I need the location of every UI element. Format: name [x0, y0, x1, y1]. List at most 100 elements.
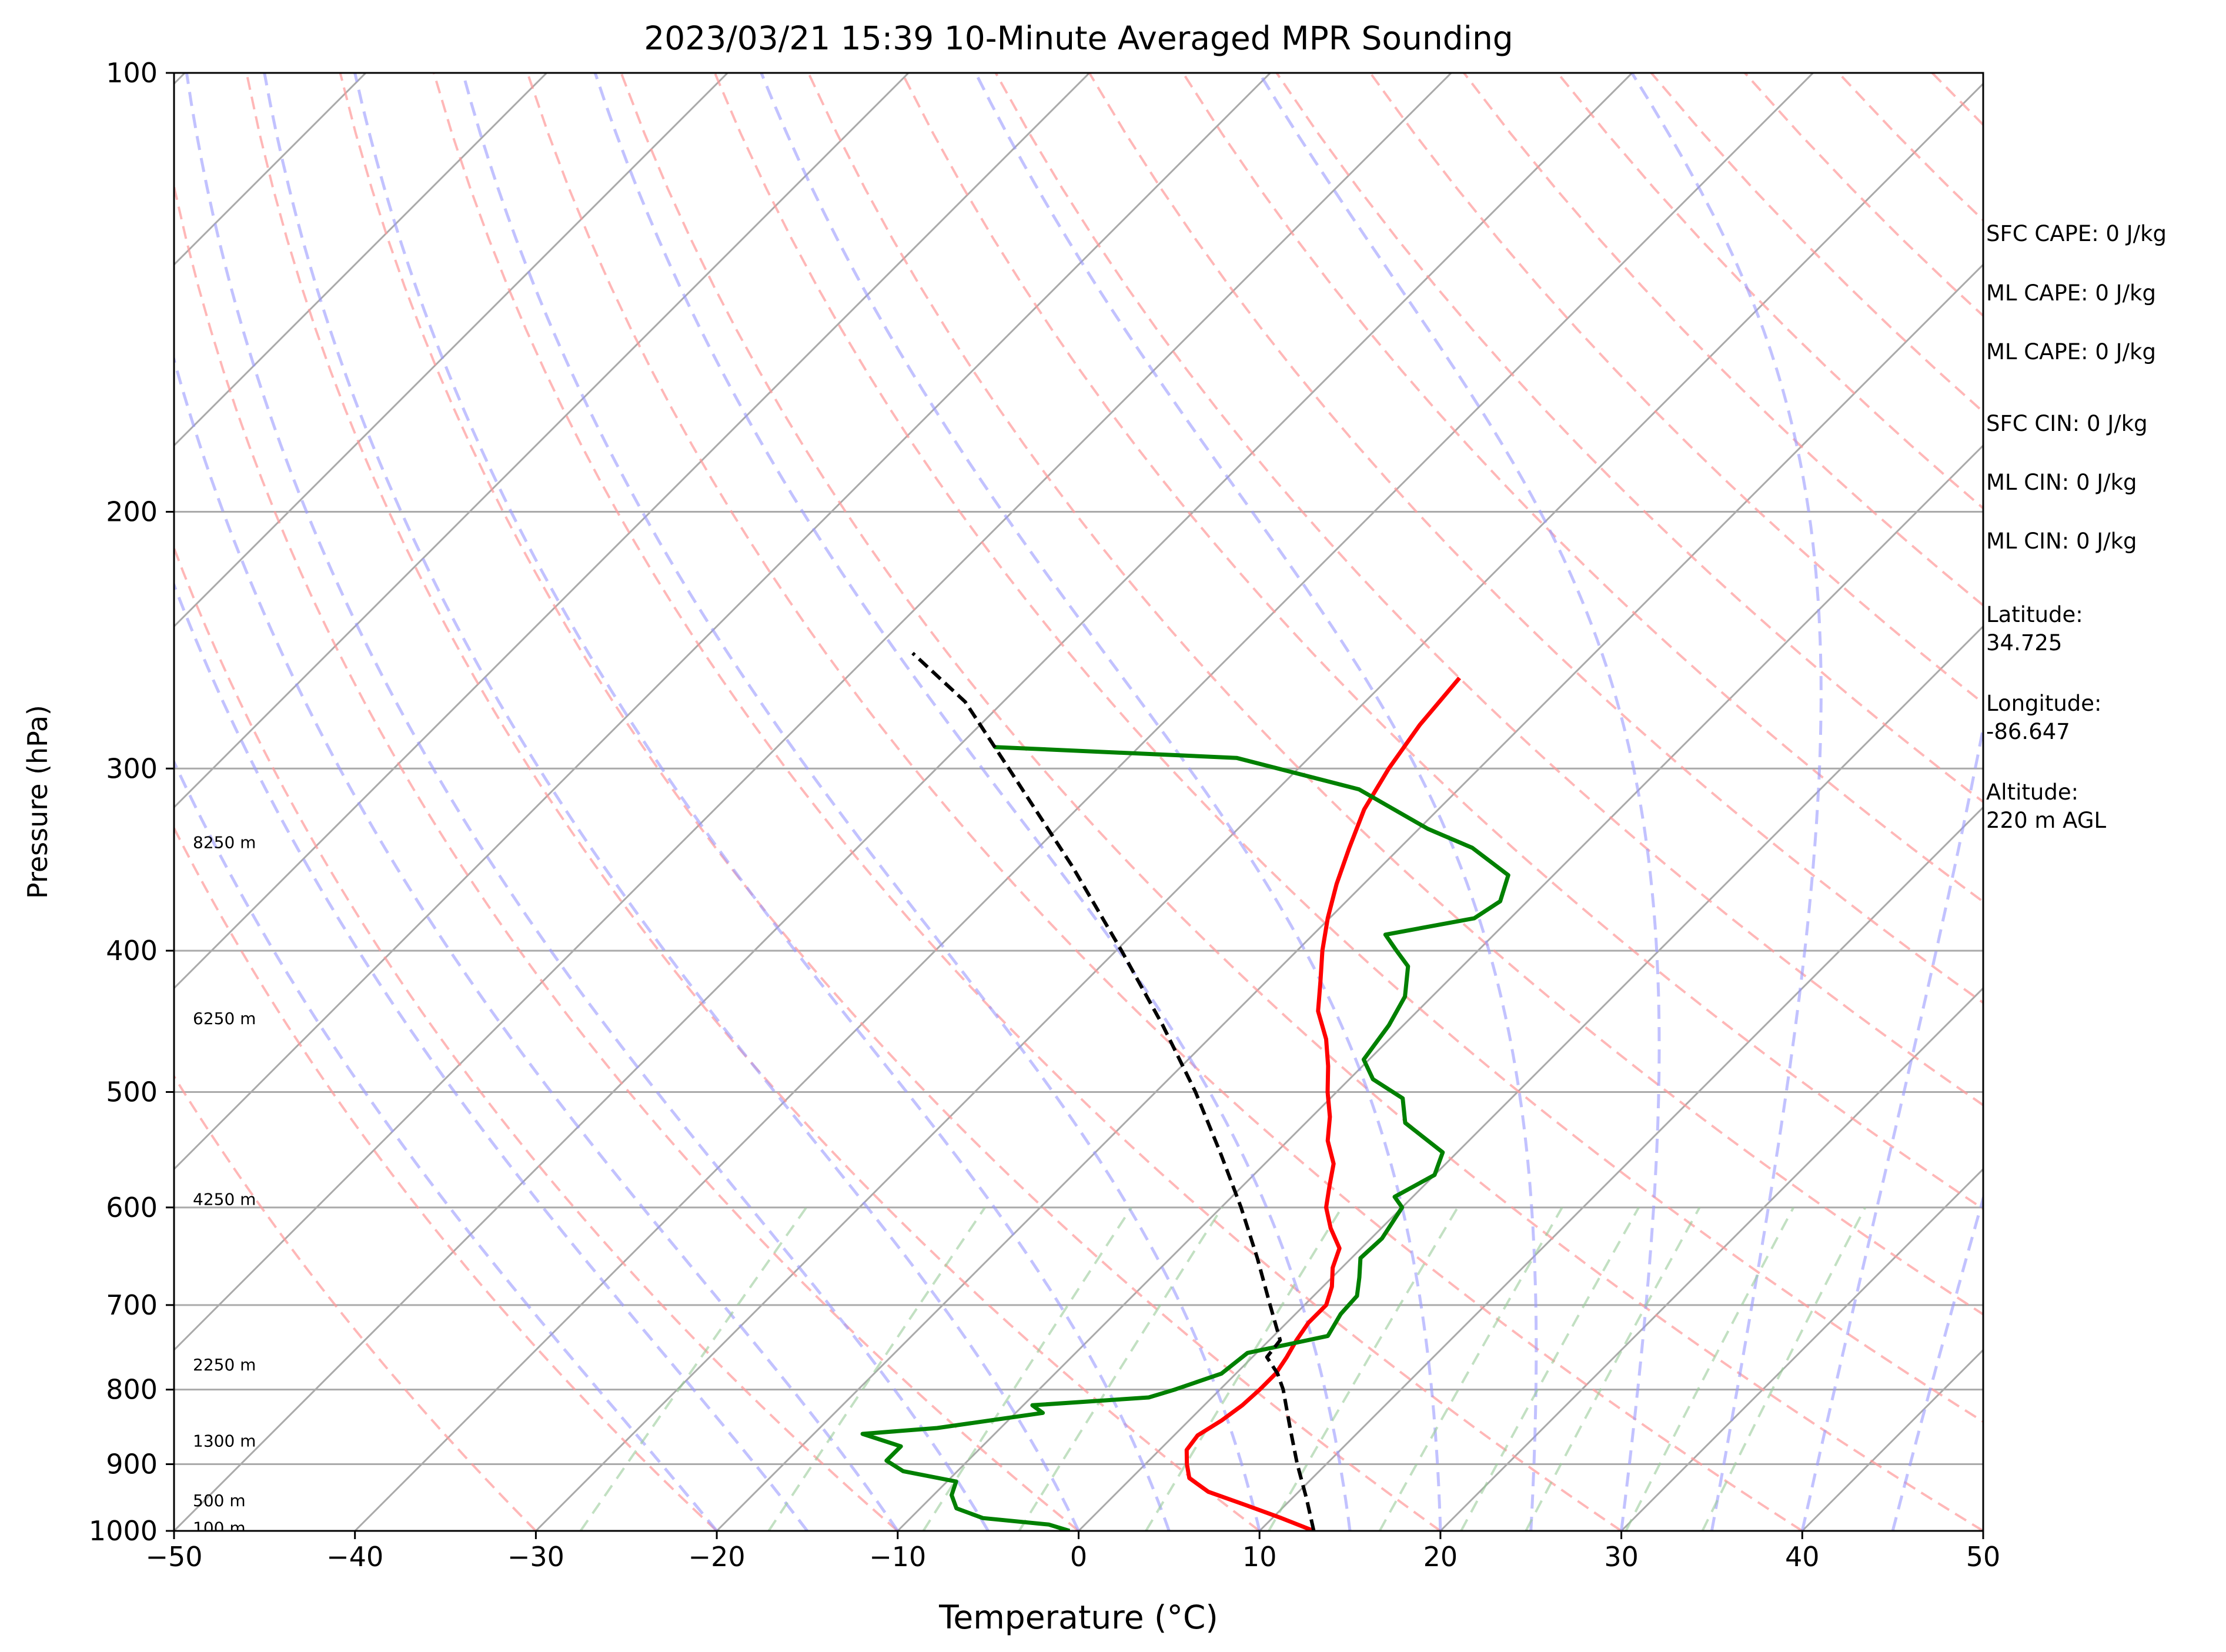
isotherm-line — [174, 73, 367, 266]
info-line: ML CAPE: 0 J/kg — [1986, 280, 2156, 306]
y-tick-label: 700 — [106, 1289, 158, 1321]
y-axis-label: Pressure (hPa) — [22, 705, 54, 899]
info-line: SFC CAPE: 0 J/kg — [1986, 221, 2167, 246]
isotherm-line — [174, 73, 910, 809]
x-tick-label: −30 — [507, 1541, 564, 1573]
y-tick-label: 200 — [106, 496, 158, 528]
moist-adiabat-line — [1258, 73, 1661, 1531]
chart-title: 2023/03/21 15:39 10-Minute Averaged MPR … — [644, 19, 1513, 57]
moist-adiabat-line — [974, 73, 1538, 1531]
dry-adiabat-line — [174, 825, 718, 1531]
x-tick-label: −20 — [688, 1541, 746, 1573]
height-label: 1300 m — [193, 1431, 256, 1450]
dry-adiabat-line — [174, 180, 1079, 1531]
x-tick-label: 20 — [1423, 1541, 1458, 1573]
moist-adiabat-line — [185, 73, 990, 1531]
info-line: ML CAPE: 0 J/kg — [1986, 339, 2156, 364]
dry-adiabat-line — [1182, 73, 1983, 904]
mixing-ratio-line — [1268, 1206, 1459, 1531]
dry-adiabat-line — [901, 73, 1983, 1210]
isotherm-line — [354, 73, 1814, 1531]
dry-adiabat-line — [713, 73, 1983, 1423]
isotherm-line — [535, 82, 1983, 1531]
isotherm-line — [716, 263, 1983, 1531]
info-line: ML CIN: 0 J/kg — [1986, 529, 2137, 554]
dry-adiabat-line — [245, 73, 1261, 1531]
y-tick-label: 600 — [106, 1192, 158, 1223]
isotherm-line — [174, 73, 1271, 1171]
y-tick-label: 100 — [106, 57, 158, 89]
x-tick-label: −10 — [869, 1541, 926, 1573]
dry-adiabat-line — [339, 73, 1442, 1531]
moist-adiabat-line — [1800, 720, 1983, 1531]
moist-adiabat-line — [353, 73, 1171, 1531]
x-tick-label: 10 — [1242, 1541, 1277, 1573]
x-tick-label: 30 — [1604, 1541, 1639, 1573]
parcel-profile-line — [911, 651, 1316, 1531]
mixing-ratio-line — [922, 1206, 1133, 1531]
height-label: 8250 m — [193, 833, 256, 852]
isotherm-line — [1620, 1168, 1983, 1531]
mixing-ratio-line — [1145, 1206, 1343, 1531]
x-tick-label: 50 — [1966, 1541, 2001, 1573]
mixing-ratio-line — [1018, 1206, 1224, 1531]
x-axis-label: Temperature (°C) — [938, 1599, 1218, 1636]
moist-adiabat-line — [593, 73, 1352, 1531]
dry-adiabat-line — [1275, 73, 1983, 804]
mixing-ratio-line — [1378, 1206, 1563, 1531]
dewpoint-profile-line — [860, 745, 1510, 1531]
isotherm-line — [174, 73, 547, 447]
moist-adiabat-line — [174, 758, 718, 1531]
info-line: ML CIN: 0 J/kg — [1986, 470, 2137, 495]
dry-adiabat-line — [620, 73, 1983, 1531]
moist-adiabat-line — [760, 73, 1442, 1531]
info-line: SFC CIN: 0 J/kg — [1986, 411, 2148, 436]
mixing-ratio-line — [1625, 1206, 1795, 1531]
height-label: 500 m — [193, 1491, 246, 1510]
isotherm-line — [1439, 986, 1983, 1531]
height-label: 6250 m — [193, 1009, 256, 1028]
height-label: 2250 m — [193, 1355, 256, 1375]
sounding-info-panel: SFC CAPE: 0 J/kg ML CAPE: 0 J/kg ML CAPE: … — [1986, 0, 2221, 1652]
isotherm-line — [1078, 625, 1983, 1531]
dry-adiabat-line — [1088, 73, 1983, 1005]
mixing-ratio-line — [1460, 1206, 1640, 1531]
isotherm-line — [174, 73, 728, 628]
isotherm-line — [174, 73, 1090, 990]
mixing-ratio-line — [767, 1206, 986, 1531]
x-tick-label: −50 — [145, 1541, 202, 1573]
mixing-ratio-line — [1701, 1206, 1867, 1531]
mixing-ratio-line — [1525, 1206, 1701, 1531]
height-label: 100 m — [193, 1519, 246, 1538]
moist-adiabat-line — [263, 73, 1080, 1531]
dry-adiabat-line — [1369, 73, 1983, 705]
isotherm-line — [0, 73, 4, 1531]
dry-adiabat-line — [174, 544, 899, 1531]
y-tick-label: 400 — [106, 935, 158, 967]
moist-adiabat-line — [1630, 73, 1823, 1531]
isotherm-line — [174, 73, 1452, 1352]
dry-adiabat-line — [807, 73, 1983, 1316]
info-line: Altitude: 220 m AGL — [1986, 780, 2107, 833]
height-label: 4250 m — [193, 1189, 256, 1209]
isotherm-line — [1259, 806, 1983, 1531]
y-tick-label: 500 — [106, 1076, 158, 1108]
temperature-profile-line — [1184, 676, 1461, 1531]
moist-adiabat-line — [174, 354, 899, 1531]
dry-adiabat-line — [174, 1074, 537, 1531]
x-tick-label: 0 — [1070, 1541, 1087, 1573]
dry-adiabat-line — [526, 73, 1803, 1531]
y-tick-label: 800 — [106, 1374, 158, 1406]
isotherm-line — [174, 73, 1633, 1531]
x-tick-label: 40 — [1785, 1541, 1820, 1573]
isotherm-line — [897, 444, 1983, 1531]
x-tick-label: −40 — [326, 1541, 383, 1573]
y-tick-label: 900 — [106, 1449, 158, 1480]
y-tick-label: 300 — [106, 753, 158, 784]
plot-frame — [173, 72, 1984, 1532]
moist-adiabat-line — [461, 73, 1261, 1531]
info-line: Latitude: 34.725 — [1986, 602, 2083, 656]
info-line: Longitude: -86.647 — [1986, 691, 2102, 744]
